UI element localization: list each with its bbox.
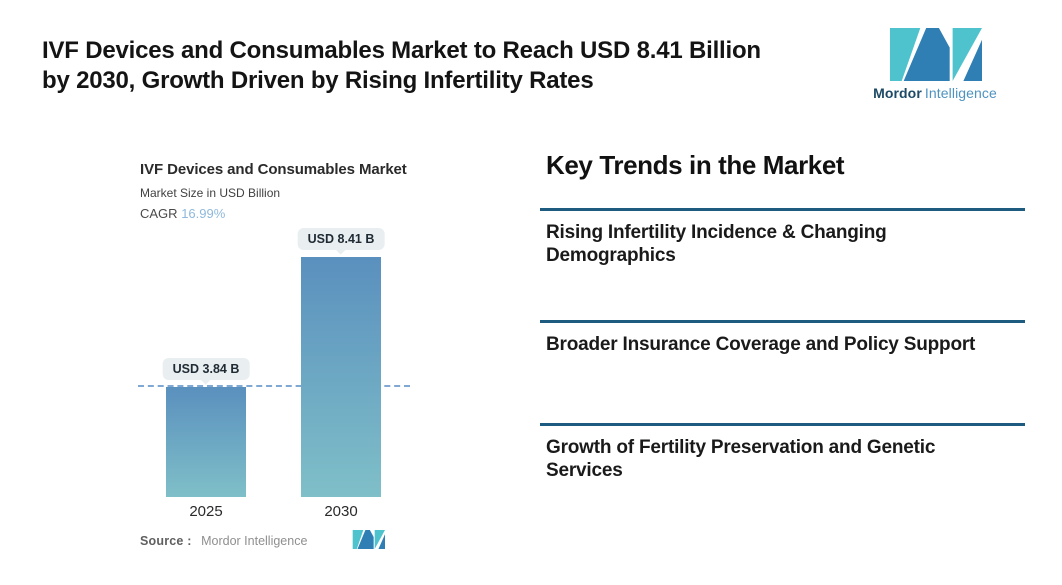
x-axis-label-2025: 2025 [189, 503, 223, 520]
value-label-2025: USD 3.84 B [162, 358, 250, 385]
source-value: Mordor Intelligence [201, 534, 308, 548]
chart-cagr: CAGR 16.99% [140, 206, 440, 221]
source-label: Source : [140, 534, 192, 548]
brand-name-secondary: Intelligence [924, 85, 997, 101]
trend-item-text: Growth of Fertility Preservation and Gen… [546, 437, 936, 481]
key-trends-heading: Key Trends in the Market [546, 150, 845, 180]
chart-header: IVF Devices and Consumables Market Marke… [140, 161, 440, 221]
brand-wordmark: Mordor Intelligence [860, 85, 1010, 101]
trend-item-text: Rising Infertility Incidence & Changing … [546, 222, 887, 266]
chart-source: Source : Mordor Intelligence [140, 534, 307, 548]
trend-item-infertility-incidence: Rising Infertility Incidence & Changing … [540, 208, 1025, 320]
brand-logo: Mordor Intelligence [860, 28, 1010, 101]
trend-item-fertility-preservation: Growth of Fertility Preservation and Gen… [540, 423, 1025, 482]
trend-item-insurance-coverage: Broader Insurance Coverage and Policy Su… [540, 320, 1025, 423]
brand-name-primary: Mordor [873, 85, 922, 101]
bar-2025 [166, 387, 246, 497]
cagr-value: 16.99% [181, 206, 226, 221]
page-title-line1: IVF Devices and Consumables Market to Re… [42, 37, 761, 64]
cagr-label: CAGR [140, 206, 178, 221]
x-axis-label-2030: 2030 [324, 503, 358, 520]
value-label-pointer [200, 373, 212, 385]
mordor-logo-icon-small [352, 530, 385, 549]
page-title-line2: by 2030, Growth Driven by Rising Inferti… [42, 67, 594, 94]
value-label-pointer [335, 243, 347, 255]
page-title: IVF Devices and Consumables Market to Re… [42, 36, 862, 96]
trend-item-text: Broader Insurance Coverage and Policy Su… [546, 334, 976, 355]
chart-subtitle: Market Size in USD Billion [140, 186, 281, 200]
chart-plot: USD 3.84 B 2025 USD 8.41 B 2030 [138, 223, 410, 520]
bar-2030 [301, 257, 381, 497]
mordor-logo-icon [889, 28, 982, 81]
key-trends-panel: Key Trends in the Market Rising Infertil… [540, 150, 1025, 482]
chart-title: IVF Devices and Consumables Market [140, 161, 407, 178]
dashed-threshold-line [138, 385, 410, 387]
value-label-2030: USD 8.41 B [297, 228, 385, 255]
